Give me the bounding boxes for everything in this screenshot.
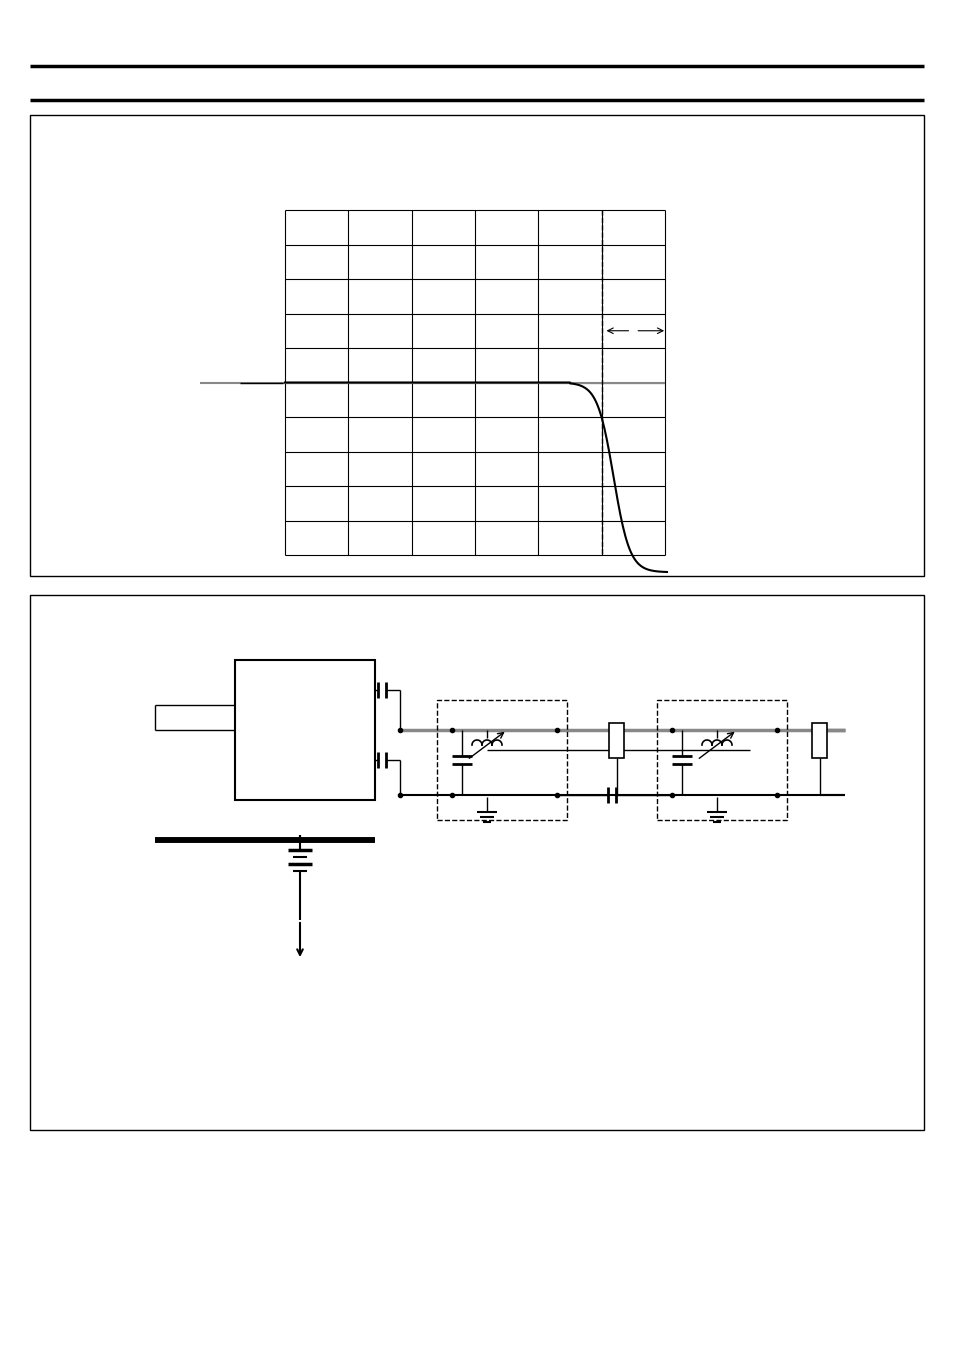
Bar <box>609 723 624 758</box>
Bar <box>30 594 923 1129</box>
Bar <box>812 723 826 758</box>
Bar <box>436 700 566 820</box>
Bar <box>657 700 786 820</box>
Bar <box>30 115 923 576</box>
Bar <box>234 661 375 800</box>
